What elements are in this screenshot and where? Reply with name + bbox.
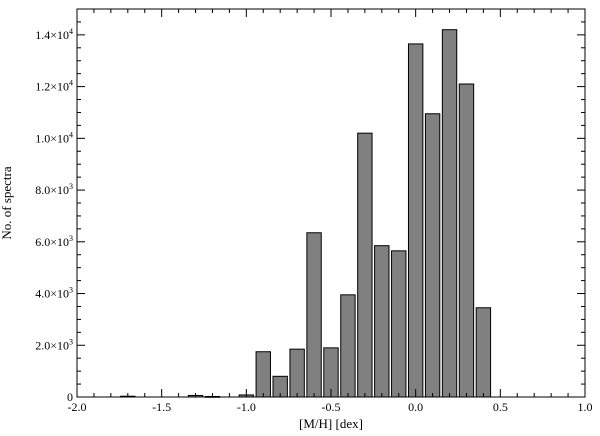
histogram-bar (407, 43, 424, 398)
x-tick-label: -1.5 (152, 400, 171, 414)
bars-group (120, 29, 492, 398)
histogram-bar (458, 83, 475, 398)
y-tick-label: 4.0×103 (35, 286, 73, 301)
histogram-bar (424, 113, 441, 398)
histogram-bar (289, 348, 305, 398)
x-tick-label: 1.0 (578, 400, 593, 414)
x-axis-label: [M/H] [dex] (299, 416, 363, 431)
y-tick-label: 1.0×104 (35, 130, 73, 145)
histogram-bar (475, 307, 492, 398)
y-tick-label: 0 (67, 390, 73, 404)
histogram-bar (340, 294, 356, 398)
x-tick-label: 0.5 (493, 400, 508, 414)
x-tick-label: 0.0 (408, 400, 423, 414)
x-tick-label: -2.0 (68, 400, 87, 414)
x-tick-label: -0.5 (322, 400, 341, 414)
histogram-bar (306, 232, 322, 398)
histogram-bar (255, 351, 271, 398)
y-tick-label: 2.0×103 (35, 337, 73, 352)
ticks-group: -2.0 -1.5 -1.0 -0.5 0.0 0.5 1.0 0 2.0×103 4.0×103… (35, 8, 593, 414)
y-tick-label: 6.0×103 (35, 234, 73, 249)
histogram-bar (357, 132, 373, 398)
y-tick-label: 1.2×104 (35, 79, 73, 94)
histogram-bar (391, 250, 407, 398)
x-tick-label: -1.0 (237, 400, 256, 414)
y-tick-label: 8.0×103 (35, 182, 73, 197)
y-axis-label: No. of spectra (0, 166, 14, 240)
y-tick-label: 1.4×104 (35, 27, 73, 42)
histogram-bar (441, 29, 458, 398)
plot-frame (76, 8, 586, 398)
histogram-bar (374, 245, 390, 398)
